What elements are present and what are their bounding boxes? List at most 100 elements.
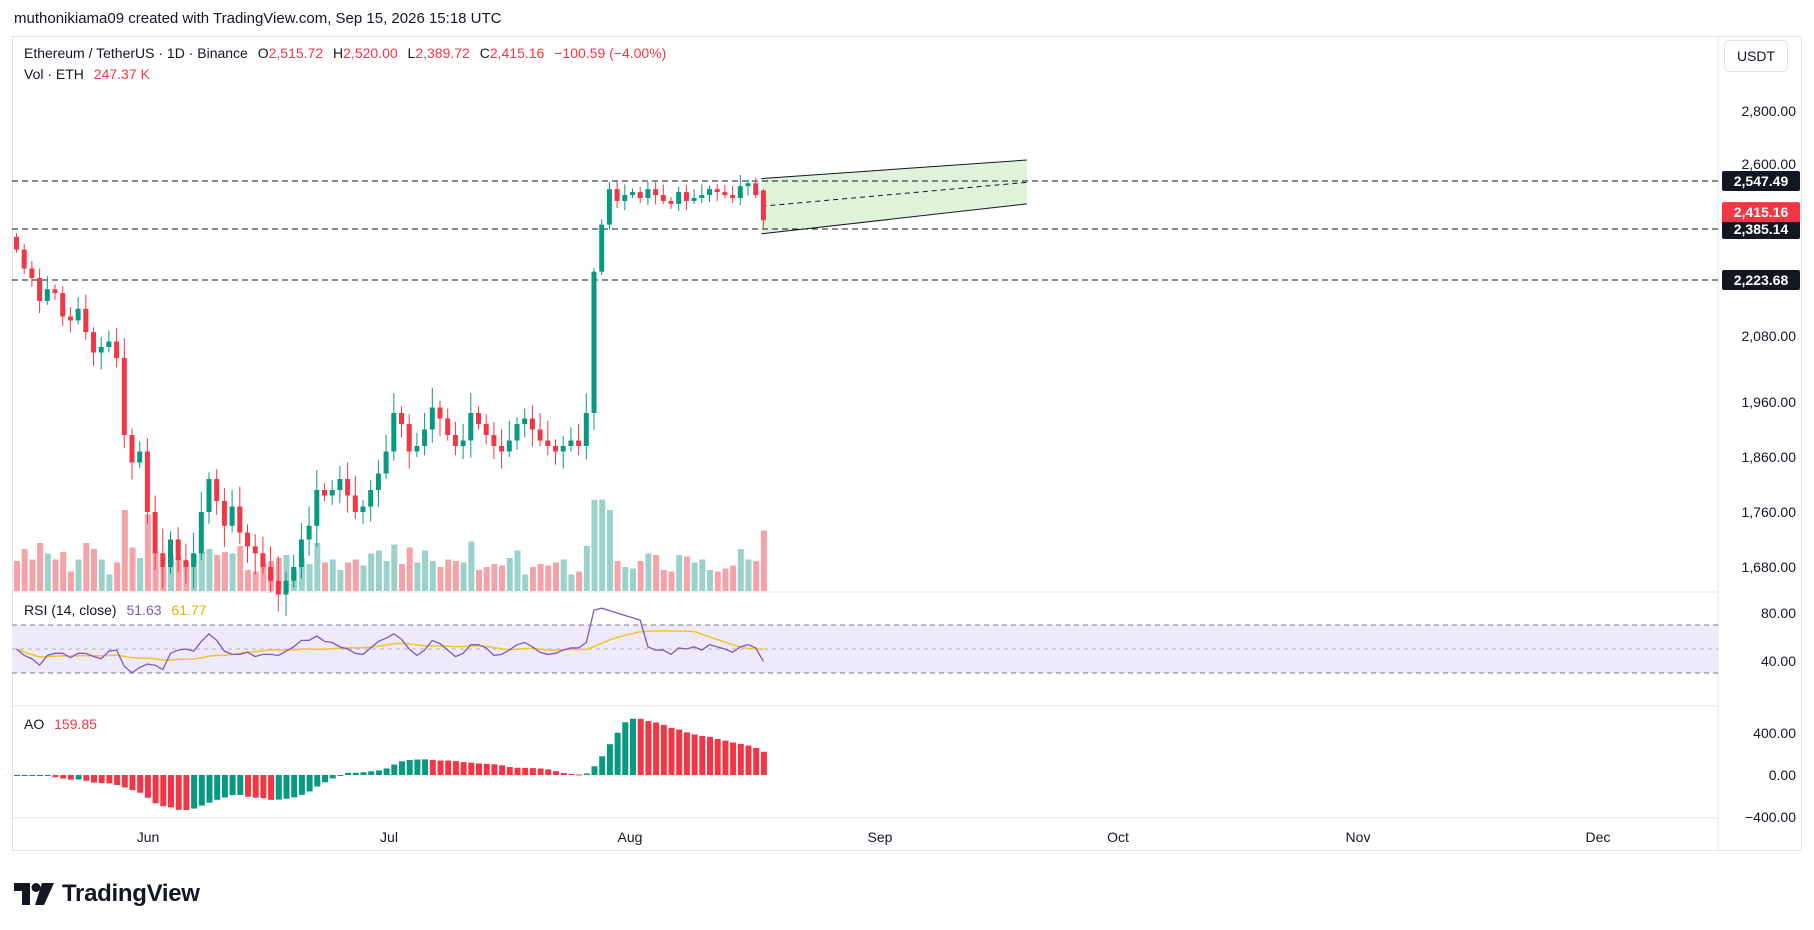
volume-bar	[668, 571, 675, 591]
rsi-legend[interactable]: RSI (14, close) 51.63 61.77	[24, 602, 206, 618]
high-label: H	[333, 45, 344, 61]
candle-body	[67, 316, 73, 321]
ao-bar	[75, 775, 82, 780]
chart-credit: muthonikiama09 created with TradingView.…	[14, 10, 502, 27]
ao-axis-label: −400.00	[1745, 809, 1796, 825]
tradingview-logo-icon	[14, 883, 54, 905]
candle-body	[291, 567, 297, 581]
chart-frame[interactable]	[12, 36, 1802, 851]
volume-bar	[368, 553, 375, 591]
rsi-value: 51.63	[126, 602, 162, 618]
ao-bar	[545, 769, 552, 775]
candle-body	[429, 407, 435, 430]
candle-body	[337, 479, 343, 490]
candle-body	[329, 490, 335, 496]
volume-legend[interactable]: Vol · ETH 247.37 K	[24, 66, 150, 82]
ao-legend[interactable]: AO 159.85	[24, 716, 97, 732]
candle-body	[91, 332, 96, 353]
volume-bar	[245, 570, 251, 591]
rsi-label: RSI (14, close)	[24, 602, 117, 618]
channel-upper-line[interactable]	[761, 159, 1027, 180]
price-labels: 2,547.49 2,385.14 2,223.68 2,415.16	[1722, 171, 1800, 290]
ao-bar	[252, 775, 259, 798]
volume-bar	[753, 561, 760, 591]
candle-body	[168, 539, 173, 567]
volume-bar	[622, 567, 629, 591]
candles[interactable]	[14, 175, 766, 616]
candle-body	[60, 293, 66, 317]
ao-bar	[714, 739, 721, 775]
volume-bar	[714, 571, 721, 591]
tradingview-logo[interactable]: TradingView	[14, 880, 200, 908]
candle-body	[14, 236, 19, 250]
candle-body	[730, 195, 736, 198]
ao-bar	[529, 768, 536, 775]
ao-bar	[691, 734, 698, 775]
ohlc-legend[interactable]: Ethereum / TetherUS · 1D · Binance O2,51…	[24, 45, 666, 61]
ao-bar	[660, 724, 667, 775]
ao-bar	[160, 775, 167, 807]
candle-body	[591, 271, 597, 413]
ao-bar	[375, 770, 382, 775]
volume-bar	[707, 570, 713, 591]
candle-body	[714, 189, 720, 193]
volume-bar	[52, 559, 59, 591]
price-axis[interactable]: 2,800.00 2,600.00 2,080.00 1,960.00 1,860.00…	[1742, 103, 1797, 575]
ao-bar	[21, 775, 28, 776]
candle-body	[422, 429, 428, 446]
ao-bar	[383, 768, 390, 775]
rsi-axis-label: 40.00	[1761, 653, 1796, 669]
candle-body	[676, 192, 682, 204]
open-label: O	[257, 45, 269, 61]
ao-axis-label: 400.00	[1753, 725, 1796, 741]
candle-body	[275, 580, 281, 595]
time-axis[interactable]: Jun Jul Aug Sep Oct Nov Dec	[137, 829, 1611, 845]
candle-body	[452, 435, 458, 446]
candle-body	[375, 473, 381, 490]
currency-button[interactable]: USDT	[1724, 40, 1788, 72]
symbol-title[interactable]: Ethereum / TetherUS · 1D · Binance	[24, 45, 248, 61]
candle-body	[360, 506, 366, 512]
candle-body	[737, 186, 743, 198]
ao-bar	[668, 727, 675, 775]
volume-bar	[67, 571, 74, 591]
volume-bar	[429, 561, 436, 591]
volume-bar	[229, 553, 236, 591]
volume-bar	[106, 574, 113, 591]
level-price-label: 2,385.14	[1734, 221, 1789, 237]
volume-bar	[337, 570, 344, 591]
candle-body	[399, 413, 404, 424]
candle-body	[383, 451, 389, 474]
ao-label: AO	[24, 716, 45, 732]
horizontal-levels[interactable]	[12, 180, 1718, 281]
ao-bar	[452, 761, 459, 775]
candle-body	[183, 560, 189, 567]
ao-bar	[329, 775, 336, 779]
ao-bar	[522, 767, 529, 775]
volume-bar	[29, 559, 36, 591]
candle-body	[460, 440, 466, 446]
ao-bar	[399, 761, 405, 775]
volume-bar	[576, 571, 583, 591]
ao-bar	[214, 775, 221, 800]
rsi-axis-label: 80.00	[1761, 605, 1796, 621]
volume-bar	[252, 571, 259, 591]
candle-body	[760, 190, 766, 221]
ao-bar	[368, 771, 375, 775]
volume-bar	[491, 564, 498, 591]
volume-bar	[476, 570, 482, 591]
volume-bar	[114, 562, 121, 591]
ao-bar	[676, 729, 683, 775]
ao-bar	[114, 775, 121, 785]
trend-channel[interactable]	[761, 159, 1027, 235]
rsi-axis: 80.00 40.00	[1761, 605, 1796, 669]
volume-bar	[144, 514, 151, 591]
price-axis-label: 2,600.00	[1742, 156, 1797, 172]
volume-bar	[121, 510, 128, 591]
candle-body	[722, 192, 728, 196]
ao-bar	[52, 775, 59, 778]
candle-body	[160, 553, 166, 567]
ao-bar	[44, 775, 51, 776]
ao-bar	[468, 762, 475, 775]
